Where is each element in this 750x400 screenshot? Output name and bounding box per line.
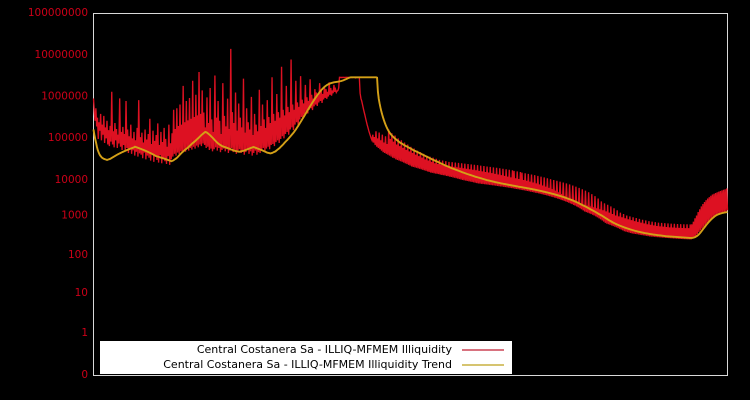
y-axis-tick-label: 10 xyxy=(75,287,88,299)
y-axis-tick-label: 1000 xyxy=(61,210,88,222)
y-axis-tick-label: 10000 xyxy=(55,174,88,186)
y-axis-tick-label: 1000000 xyxy=(41,91,88,103)
legend-label: Central Costanera Sa - ILLIQ-MFMEM Illiq… xyxy=(163,358,452,371)
chart-legend[interactable]: Central Costanera Sa - ILLIQ-MFMEM Illiq… xyxy=(100,341,512,374)
y-axis-tick-labels: 1000000001000000010000001000001000010001… xyxy=(28,7,88,381)
data-series-group xyxy=(92,48,729,240)
y-axis-tick-label: 0 xyxy=(81,369,88,381)
legend-label: Central Costanera Sa - ILLIQ-MFMEM Illiq… xyxy=(197,343,453,356)
series-line-illiquidity xyxy=(92,48,729,240)
y-axis-tick-label: 100000 xyxy=(48,132,88,144)
y-axis-tick-label: 100 xyxy=(68,249,88,261)
y-axis-tick-label: 10000000 xyxy=(35,49,88,61)
series-line-illiquidity-trend xyxy=(92,76,728,239)
legend-background xyxy=(100,341,512,374)
y-axis-tick-label: 1 xyxy=(81,327,88,339)
y-axis-tick-label: 100000000 xyxy=(28,7,88,19)
